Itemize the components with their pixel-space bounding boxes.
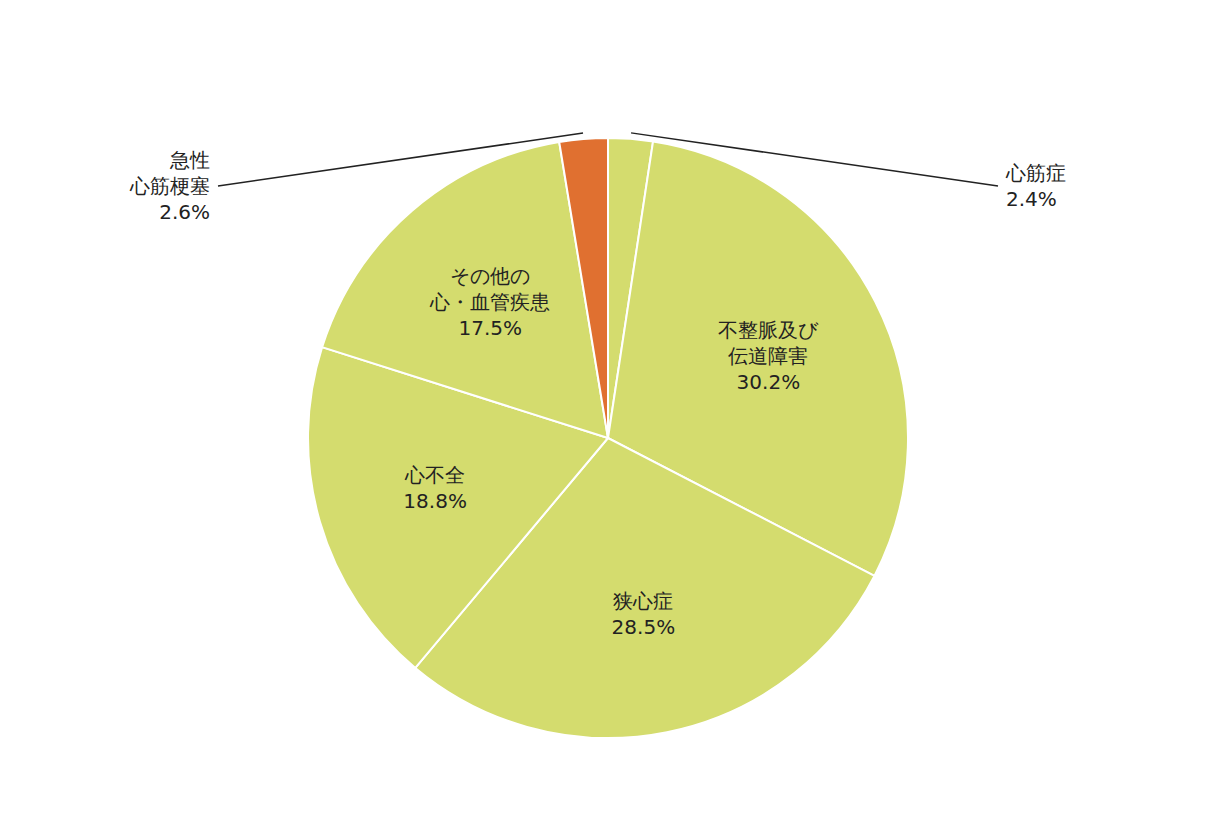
svg-text:心筋梗塞: 心筋梗塞: [129, 174, 210, 198]
svg-text:17.5%: 17.5%: [458, 316, 522, 340]
svg-text:不整脈及び: 不整脈及び: [718, 318, 819, 342]
svg-text:30.2%: 30.2%: [737, 370, 801, 394]
svg-text:その他の: その他の: [450, 264, 530, 288]
svg-text:急性: 急性: [169, 148, 210, 172]
svg-text:2.6%: 2.6%: [159, 200, 210, 224]
svg-text:28.5%: 28.5%: [612, 615, 676, 639]
svg-text:心筋症: 心筋症: [1005, 161, 1066, 185]
svg-text:心・血管疾患: 心・血管疾患: [429, 290, 550, 314]
svg-text:18.8%: 18.8%: [403, 489, 467, 513]
svg-text:伝道障害: 伝道障害: [728, 344, 808, 368]
svg-text:狭心症: 狭心症: [613, 589, 673, 613]
svg-text:2.4%: 2.4%: [1006, 187, 1057, 211]
svg-text:心不全: 心不全: [404, 463, 465, 487]
